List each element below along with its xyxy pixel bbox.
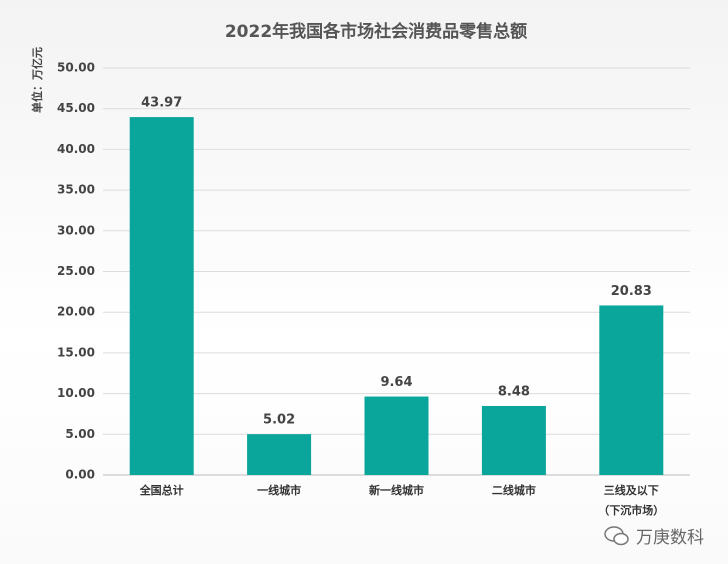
- data-label: 8.48: [498, 384, 530, 399]
- chart-title: 2022年我国各市场社会消费品零售总额: [225, 21, 527, 42]
- y-tick-label: 40.00: [57, 142, 95, 156]
- y-tick-label: 45.00: [57, 101, 95, 115]
- x-tick-label: 新一线城市: [369, 484, 424, 497]
- x-tick-label: 全国总计: [139, 484, 184, 497]
- watermark: 万庚数科: [604, 523, 704, 548]
- wechat-icon: [604, 525, 629, 545]
- y-tick-label: 20.00: [57, 305, 95, 319]
- x-tick-label: 三线及以下 （下沉市场）: [598, 484, 665, 517]
- bar: [364, 396, 429, 475]
- data-label: 20.83: [611, 284, 652, 299]
- y-tick-label: 30.00: [57, 223, 95, 237]
- bar: [247, 434, 312, 475]
- data-label: 9.64: [380, 375, 412, 390]
- y-tick-label: 0.00: [65, 468, 95, 482]
- y-tick-label: 35.00: [57, 183, 95, 197]
- x-tick-label: 二线城市: [491, 484, 536, 497]
- y-tick-label: 25.00: [57, 264, 95, 278]
- y-tick-label: 50.00: [57, 61, 95, 75]
- data-label: 43.97: [141, 96, 182, 111]
- bar: [481, 405, 546, 475]
- watermark-text: 万庚数科: [636, 528, 704, 548]
- data-label: 5.02: [263, 413, 295, 428]
- y-tick-label: 15.00: [57, 345, 95, 359]
- x-tick-label: 一线城市: [257, 484, 302, 497]
- y-tick-label: 5.00: [65, 427, 95, 441]
- y-tick-label: 10.00: [57, 386, 95, 400]
- bar: [129, 117, 194, 475]
- y-axis-label: 单位：万亿元: [30, 47, 44, 113]
- bar: [599, 305, 664, 475]
